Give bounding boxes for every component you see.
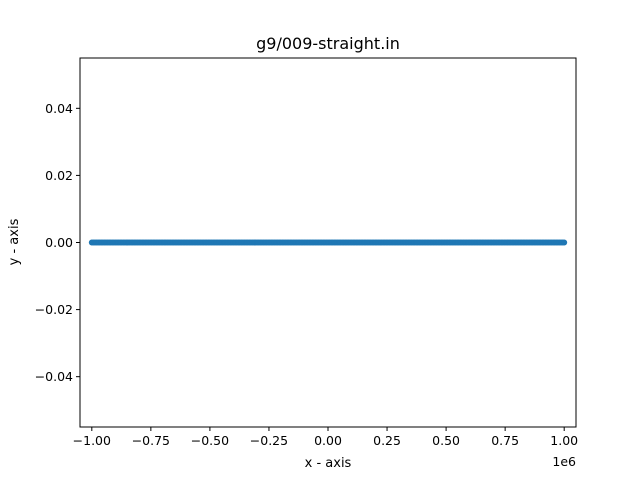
x-tick-label: 0.25 — [373, 433, 401, 448]
x-tick-label: −0.25 — [250, 433, 288, 448]
series-0 — [88, 239, 568, 246]
x-axis-ticks: −1.00 −0.75 −0.50 −0.25 0.00 0.25 0.50 0.75 1.00 — [73, 427, 578, 448]
y-axis-ticks: −0.04 −0.02 0.00 0.02 0.04 — [35, 101, 80, 384]
x-tick-label: −0.50 — [191, 433, 229, 448]
chart-title: g9/009-straight.in — [256, 34, 400, 53]
x-tick-label: −1.00 — [73, 433, 111, 448]
y-tick-label: −0.04 — [35, 369, 73, 384]
y-tick-label: −0.02 — [35, 302, 73, 317]
x-tick-label: 1.00 — [550, 433, 578, 448]
y-tick-label: 0.00 — [45, 235, 73, 250]
x-axis-offset-label: 1e6 — [552, 454, 576, 469]
y-tick-label: 0.02 — [45, 168, 73, 183]
axes-frame — [79, 57, 577, 428]
plot-area — [88, 239, 568, 246]
x-tick-label: 0.50 — [432, 433, 460, 448]
x-axis-label: x - axis — [305, 456, 352, 471]
x-tick-label: 0.75 — [491, 433, 519, 448]
x-tick-label: −0.75 — [132, 433, 170, 448]
y-axis-label: y - axis — [7, 218, 22, 265]
data-point — [561, 239, 568, 246]
x-tick-label: 0.00 — [314, 433, 342, 448]
y-tick-label: 0.04 — [45, 101, 73, 116]
